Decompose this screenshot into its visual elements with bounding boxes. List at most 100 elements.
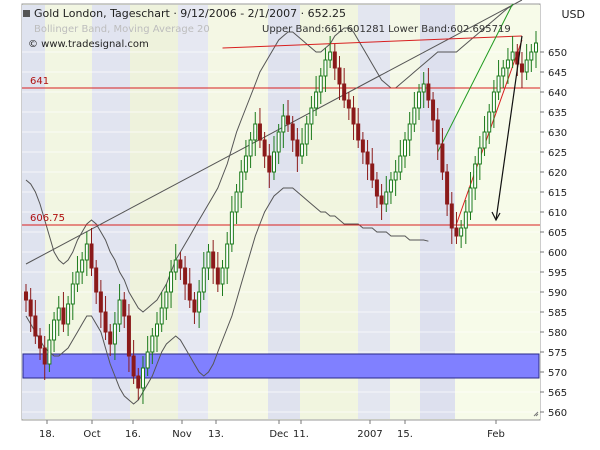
candle-body [440,143,445,173]
candle-body [534,42,538,53]
bollinger-readout: Upper Band:661.601281 Lower Band:602.695… [262,24,511,35]
candle-body [271,151,276,173]
candle-body [290,123,295,141]
candle-body [131,355,136,377]
candle-body [80,259,85,273]
candle-body [126,315,131,357]
x-tick-label: 18. [39,429,55,440]
candle-body [98,291,103,313]
x-tick-label: 2007 [357,429,382,440]
candle-body [402,139,407,157]
candle-body [61,307,66,325]
candle-body [491,91,496,113]
candle-body [374,179,379,197]
candle-body [431,99,436,121]
y-tick-label: 590 [548,288,567,299]
candle-body [215,267,220,285]
currency-label: USD [561,8,585,21]
x-tick-label: 13. [208,429,224,440]
candle-body [84,243,89,261]
candle-body [473,163,478,189]
y-tick-label: 610 [548,208,567,219]
candle-body [243,155,248,173]
candle-body [337,67,342,85]
candle-body [323,59,328,77]
candle-body [286,115,291,125]
candle-body [351,107,356,125]
candle-body [117,299,122,325]
candle-body [370,163,375,181]
y-tick-label: 620 [548,168,567,179]
chart-title: Gold London, Tageschart · 9/12/2006 - 2/… [34,7,347,20]
candle-body [519,63,524,73]
candle-body [136,375,141,389]
x-tick-label: 15. [397,429,413,440]
candle-body [103,311,108,333]
y-tick-label: 595 [548,268,567,279]
candle-body [140,367,145,389]
candle-body [529,51,534,61]
candle-body [28,299,33,317]
candle-body [496,75,501,93]
chart-menu-icon[interactable] [23,10,30,17]
y-tick-label: 570 [548,368,567,379]
candle-body [197,291,202,313]
candle-body [108,331,113,345]
y-tick-label: 580 [548,328,567,339]
candle-body [309,107,314,125]
candle-body [173,259,178,273]
candle-body [225,243,230,269]
candle-body [267,155,272,173]
y-tick-label: 650 [548,48,567,59]
candle-body [454,227,459,237]
candle-body [66,303,71,325]
candle-body [524,59,529,73]
indicator-legend: Bollinger Band, Moving Average 20 [34,24,210,35]
x-tick-label: Oct [83,429,100,440]
y-tick-label: 600 [548,248,567,259]
candle-body [281,115,286,133]
y-tick-label: 575 [548,348,567,359]
candle-body [314,91,319,109]
candle-body [178,259,183,269]
candle-body [304,123,309,145]
y-tick-label: 630 [548,128,567,139]
candle-body [206,251,211,269]
candle-body [159,307,164,325]
candle-body [70,283,75,305]
candle-body [477,147,482,165]
candle-body [388,179,393,193]
candle-body [253,123,258,141]
candle-body [112,323,117,345]
candle-body [183,267,188,285]
candle-body [384,191,389,205]
candle-body [192,299,197,313]
candle-body [187,283,192,301]
candle-body [150,335,155,353]
candle-body [449,203,454,229]
candle-body [239,171,244,193]
candle-body [47,339,52,365]
candle-body [38,335,43,349]
x-tick-label: Feb [487,429,505,440]
watermark: © www.tradesignal.com [28,39,149,50]
trend-line [437,3,514,153]
level-label: 606.75 [30,213,65,224]
candle-body [463,211,468,229]
candle-body [234,191,239,213]
trend-line [25,0,523,265]
candle-body [360,139,365,153]
candle-body [412,107,417,125]
lower-band-line [25,187,429,405]
candle-body [300,143,305,157]
candle-body [505,59,510,69]
candle-body [94,267,99,293]
x-tick-label: Nov [172,429,192,440]
candle-body [262,139,267,157]
y-tick-label: 585 [548,308,567,319]
candle-body [211,251,216,269]
y-tick-label: 605 [548,228,567,239]
candle-body [328,51,333,61]
